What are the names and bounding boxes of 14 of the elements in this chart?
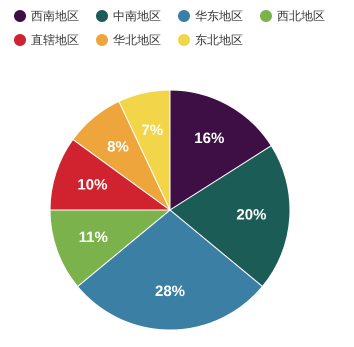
legend-label: 西北地区 (277, 9, 325, 23)
legend-label: 西南地区 (31, 9, 79, 23)
data-label: 11% (78, 229, 108, 246)
data-label: 16% (194, 130, 224, 147)
data-label: 28% (154, 283, 186, 300)
legend-label: 华北地区 (113, 33, 161, 47)
legend-label: 东北地区 (195, 33, 243, 47)
data-label: 20% (236, 206, 266, 224)
data-label: 7% (141, 122, 164, 139)
legend-label: 直辖地区 (31, 33, 79, 47)
legend-label: 华东地区 (195, 9, 243, 23)
legend-label: 中南地区 (113, 9, 161, 23)
data-label: 10% (77, 176, 108, 194)
data-label: 8% (107, 138, 129, 156)
